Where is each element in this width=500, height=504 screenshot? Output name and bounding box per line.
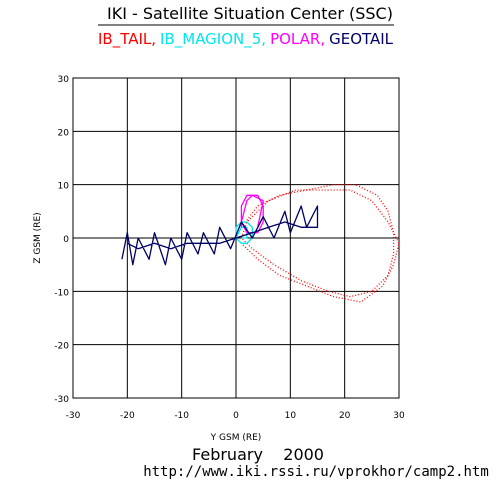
legend-entry: IB_TAIL, [98, 30, 156, 49]
legend-entry: IB_MAGION_5, [160, 30, 266, 49]
y-tick-label: -30 [54, 395, 69, 405]
x-tick-label: 10 [285, 411, 297, 421]
orbit-line [240, 184, 400, 303]
y-axis-label: Z GSM (RE) [33, 212, 43, 263]
y-tick-label: -10 [54, 288, 69, 298]
x-tick-label: -20 [120, 411, 135, 421]
x-tick-label: 0 [233, 411, 239, 421]
y-tick-label: 0 [63, 235, 69, 245]
y-tick-label: 10 [58, 182, 70, 192]
y-tick-label: 30 [58, 75, 70, 85]
url: http://www.iki.rssi.ru/vprokhor/camp2.ht… [143, 464, 489, 480]
legend-entry: POLAR, [270, 30, 325, 48]
chart-title: IKI - Satellite Situation Center (SSC) [107, 4, 393, 23]
x-axis-label: Y GSM (RE) [210, 433, 262, 443]
x-tick-label: -30 [66, 411, 81, 421]
date-label: February 2000 [192, 445, 324, 464]
legend-entry: GEOTAIL [329, 30, 394, 48]
x-tick-label: -10 [174, 411, 189, 421]
y-tick-label: 20 [58, 128, 70, 138]
orbit-line [121, 205, 319, 266]
x-tick-label: 20 [339, 411, 351, 421]
orbit-line [240, 194, 264, 234]
y-tick-label: -20 [54, 342, 69, 352]
x-tick-label: 30 [393, 411, 405, 421]
